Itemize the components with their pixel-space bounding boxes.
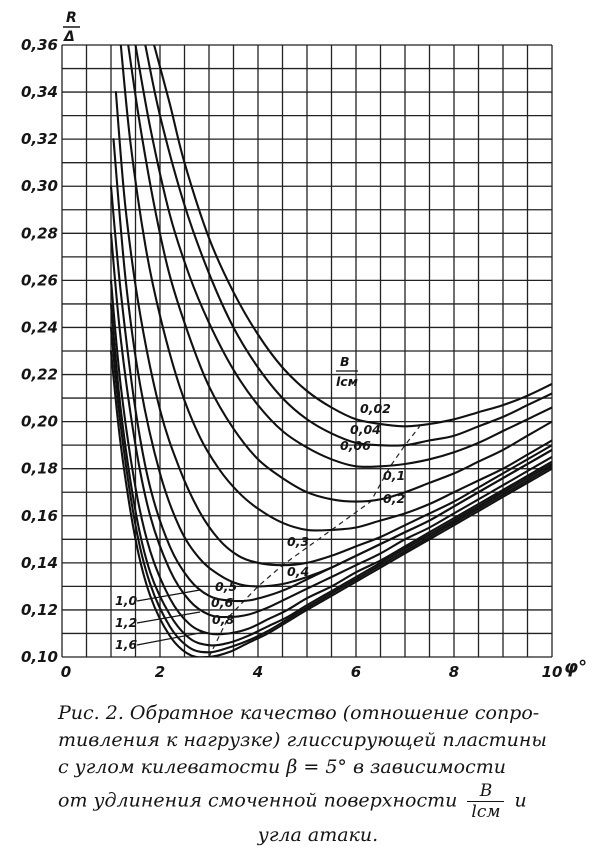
curve-labels: 0,02 0,040,06 0,1 0,2 0,3 0,4 0,50,6 0,8 1,0 1,2 1… <box>115 401 405 652</box>
curve-label-0-06: 0,06 <box>340 438 371 453</box>
y-tick-label: 0,30 <box>21 177 58 195</box>
x-axis-title: φ° <box>564 657 587 678</box>
curve-0-6 <box>109 232 552 619</box>
y-tick-label: 0,32 <box>21 130 58 148</box>
y-tick-label: 0,16 <box>21 507 58 525</box>
leader-line-1-6 <box>136 631 206 646</box>
caption-line-2: тивления к нагрузке) глиссирующей пласти… <box>58 729 547 751</box>
caption-line-5: угла атаки. <box>257 824 379 846</box>
figure-caption: Рис. 2. Обратное качество (отношение соп… <box>58 700 578 849</box>
parameter-label-denominator: lсм <box>336 374 358 389</box>
y-tick-label: 0,20 <box>21 413 58 431</box>
curve-label-0-1: 0,1 <box>383 468 405 483</box>
curve-0-06 <box>134 45 552 468</box>
y-tick-label: 0,26 <box>21 271 58 289</box>
curve-1-0 <box>109 302 552 647</box>
x-tick-label: 4 <box>252 663 263 681</box>
curve-0-04 <box>144 45 552 447</box>
leader-line-1-2 <box>136 611 201 624</box>
y-axis-title-denominator: Δ <box>63 29 75 45</box>
caption-line-1: Рис. 2. Обратное качество (отношение соп… <box>58 702 540 724</box>
curve-label-0-02: 0,02 <box>360 401 391 416</box>
curve-label-1-6: 1,6 <box>115 637 137 652</box>
curve-0-4 <box>112 138 552 588</box>
caption-line-4-tail: и <box>514 789 527 812</box>
curve-label-0-3: 0,3 <box>287 534 309 549</box>
y-tick-label: 0,18 <box>21 460 58 478</box>
curve-0-02 <box>153 45 552 428</box>
curve-0-3 <box>114 91 552 567</box>
curve-0-1 <box>127 45 552 503</box>
y-tick-label: 0,28 <box>21 224 58 242</box>
curve-0-5 <box>109 185 552 603</box>
y-tick-label: 0,36 <box>21 36 58 54</box>
caption-fraction-denominator: lсм <box>471 802 501 822</box>
caption-fraction: B lсм <box>467 781 505 822</box>
x-tick-label: 6 <box>351 663 361 681</box>
minimum-locus-dashed-line <box>208 425 421 658</box>
curve-label-0-6: 0,6 <box>211 595 233 610</box>
y-tick-label: 0,10 <box>21 648 58 666</box>
y-tick-label: 0,34 <box>21 83 58 101</box>
parameter-label-numerator: B <box>340 354 350 369</box>
caption-line-3: с углом килеватости β = 5° в зависимости <box>58 756 506 778</box>
y-tick-label: 0,22 <box>21 366 58 384</box>
curve-label-1-0: 1,0 <box>115 593 137 608</box>
caption-fraction-numerator: B <box>467 781 505 802</box>
curve-1-2 <box>109 326 552 654</box>
x-tick-label: 8 <box>449 663 459 681</box>
curve-1-6 <box>109 349 552 657</box>
curve-label-0-4: 0,4 <box>287 564 309 579</box>
x-tick-label: 10 <box>542 663 563 681</box>
minimum-locus-line <box>208 425 421 658</box>
curve-label-1-2: 1,2 <box>115 615 137 630</box>
y-tick-label: 0,14 <box>21 554 58 572</box>
curves <box>109 45 552 657</box>
curve-0-2 <box>119 45 552 532</box>
reverse-quality-chart: 0,100,120,140,160,180,200,220,240,260,28… <box>21 10 587 681</box>
y-tick-label: 0,12 <box>21 601 58 619</box>
x-tick-label: 2 <box>155 663 165 681</box>
curve-label-0-5: 0,5 <box>215 579 237 594</box>
curve-label-0-04: 0,04 <box>350 422 381 437</box>
caption-line-4-text: от удлинения смоченной поверхности <box>58 789 458 812</box>
y-tick-label: 0,24 <box>21 318 58 336</box>
curve-0-8 <box>109 279 552 636</box>
tick-labels: 0,100,120,140,160,180,200,220,240,260,28… <box>21 36 562 681</box>
curve-label-0-8: 0,8 <box>212 612 234 627</box>
x-tick-label: 0 <box>61 663 71 681</box>
caption-line-4: от удлинения смоченной поверхности B lсм… <box>58 781 578 822</box>
leader-line-1-0 <box>136 589 201 602</box>
y-axis-title-numerator: R <box>66 10 77 26</box>
curve-label-0-2: 0,2 <box>383 491 405 506</box>
